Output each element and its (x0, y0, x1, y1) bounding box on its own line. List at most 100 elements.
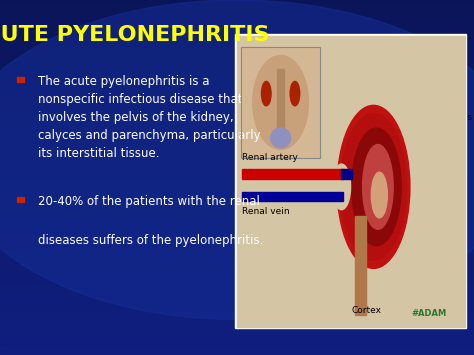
Bar (277, 69, 284, 141)
Bar (235, 34, 466, 328)
Ellipse shape (352, 128, 401, 246)
Bar (0, 266, 474, 271)
Bar (0, 80, 474, 84)
Bar (0, 302, 474, 306)
Bar (0, 93, 474, 98)
Bar (0, 324, 474, 328)
Bar (0, 226, 474, 231)
Bar (0, 178, 474, 182)
Text: The acute pyelonephritis is a
nonspecific infectious disease that
involves the p: The acute pyelonephritis is a nonspecifi… (38, 75, 261, 159)
Bar (0, 124, 474, 129)
Text: Ureter: Ureter (305, 287, 357, 296)
Bar (0, 151, 474, 155)
Bar (0, 200, 474, 204)
Text: Renal artery: Renal artery (242, 153, 297, 162)
Bar (0, 58, 474, 62)
Bar (242, 192, 343, 201)
Bar (0, 53, 474, 58)
Bar (0, 346, 474, 351)
Bar (356, 216, 365, 315)
Text: Medulla: Medulla (398, 237, 444, 253)
Bar (0, 36, 474, 40)
Bar (0, 0, 474, 4)
Ellipse shape (371, 172, 387, 218)
Bar (0, 213, 474, 217)
Ellipse shape (332, 164, 351, 210)
Bar (0, 293, 474, 297)
Bar (0, 208, 474, 213)
Bar (241, 47, 320, 158)
Bar (0, 240, 474, 244)
Bar (0, 106, 474, 111)
Bar (0, 275, 474, 280)
Text: Cortex: Cortex (351, 306, 381, 315)
Bar (0, 31, 474, 36)
Bar (0, 235, 474, 240)
Bar (0, 297, 474, 302)
Text: Kidney: Kidney (301, 45, 386, 66)
Bar (241, 47, 320, 158)
Bar (0, 44, 474, 49)
Bar (237, 36, 465, 327)
Bar (0, 204, 474, 208)
Bar (17, 197, 24, 202)
Bar (0, 18, 474, 22)
Bar (0, 271, 474, 275)
Bar (0, 337, 474, 342)
Bar (0, 284, 474, 288)
Bar (0, 315, 474, 320)
Bar (0, 248, 474, 253)
Bar (0, 13, 474, 18)
Text: 20-40% of the patients with the renal: 20-40% of the patients with the renal (38, 195, 260, 208)
Bar (0, 257, 474, 262)
Bar (0, 160, 474, 164)
Ellipse shape (337, 105, 410, 268)
Bar (0, 142, 474, 146)
Bar (0, 342, 474, 346)
Bar (0, 288, 474, 293)
Bar (0, 89, 474, 93)
Bar (0, 328, 474, 333)
Bar (0, 182, 474, 186)
Bar (0, 120, 474, 124)
Bar (0, 9, 474, 13)
Bar (0, 306, 474, 311)
Bar (0, 231, 474, 235)
Bar (242, 169, 343, 179)
Text: ACUTE PYELONEPHRITIS: ACUTE PYELONEPHRITIS (0, 25, 270, 45)
Bar (0, 133, 474, 137)
Text: Renal vein: Renal vein (242, 207, 289, 216)
Bar (0, 40, 474, 44)
Bar (0, 164, 474, 169)
Bar (0, 333, 474, 337)
Ellipse shape (262, 81, 271, 106)
Bar (0, 4, 474, 9)
Bar (0, 253, 474, 257)
Bar (0, 262, 474, 266)
Bar (0, 102, 474, 106)
Bar (0, 244, 474, 248)
Bar (0, 71, 474, 75)
Bar (0, 222, 474, 226)
Bar (0, 138, 474, 142)
Bar (0, 129, 474, 133)
Bar (0, 186, 474, 191)
Bar (0, 191, 474, 195)
Text: #ADAM: #ADAM (411, 309, 447, 318)
Text: diseases suffers of the pyelonephritis.: diseases suffers of the pyelonephritis. (38, 234, 263, 247)
Bar (0, 115, 474, 120)
Ellipse shape (363, 144, 393, 229)
Bar (0, 217, 474, 222)
Bar (0, 62, 474, 67)
Ellipse shape (341, 114, 406, 260)
Bar (17, 77, 24, 82)
Bar (0, 173, 474, 178)
Bar (0, 280, 474, 284)
Bar (0, 98, 474, 102)
Bar (0, 195, 474, 200)
Bar (0, 311, 474, 315)
Bar (0, 147, 474, 151)
Bar (0, 67, 474, 71)
Text: Calyces: Calyces (404, 113, 472, 140)
Bar (0, 111, 474, 115)
